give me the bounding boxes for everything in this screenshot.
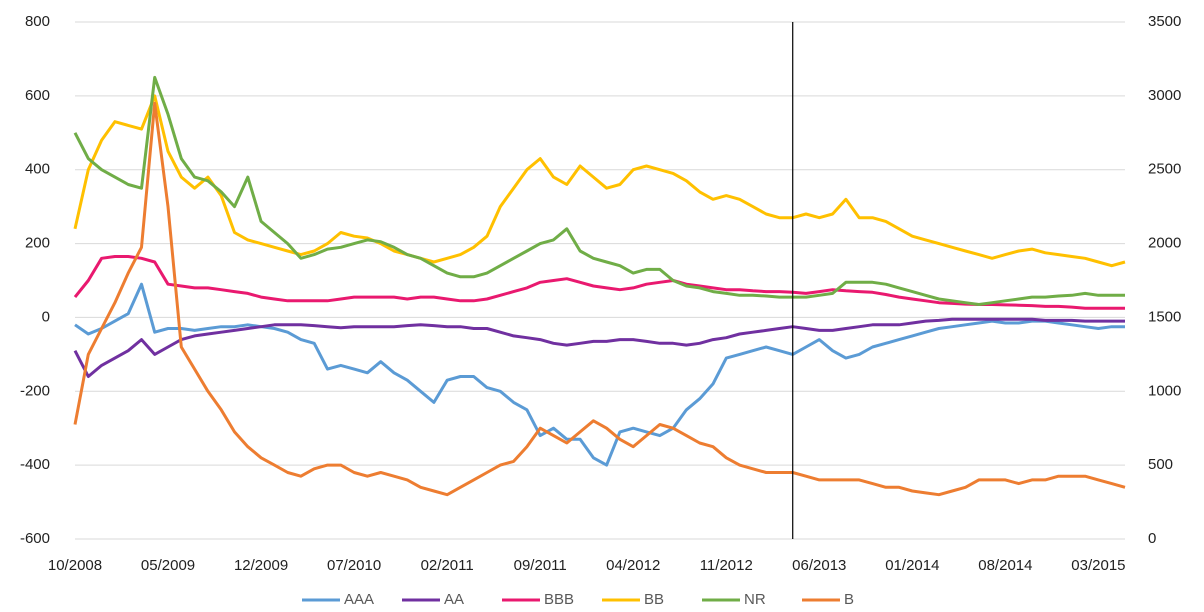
x-tick-label: 12/2009 xyxy=(234,557,288,574)
y-tick-label: -600 xyxy=(20,530,50,547)
x-tick-label: 05/2009 xyxy=(141,557,195,574)
x-tick-label: 09/2011 xyxy=(514,557,567,574)
line-series xyxy=(73,317,1125,378)
x-tick-label: 04/2012 xyxy=(606,557,660,574)
y2-tick-label: 1000 xyxy=(1148,382,1181,399)
y2-tick-label: 1500 xyxy=(1148,308,1181,325)
legend-label: BBB xyxy=(544,591,574,608)
y2-tick-label: 2500 xyxy=(1148,161,1181,178)
legend-label: NR xyxy=(744,591,766,608)
x-tick-label: 01/2014 xyxy=(885,557,939,574)
line-series xyxy=(73,101,1126,497)
y2-tick-label: 500 xyxy=(1148,456,1173,473)
x-tick-label: 03/2015 xyxy=(1071,557,1125,574)
legend-label: AAA xyxy=(344,591,374,608)
x-tick-label: 07/2010 xyxy=(327,557,381,574)
x-tick-label: 11/2012 xyxy=(700,557,753,574)
x-tick-label: 02/2011 xyxy=(421,557,474,574)
legend-label: BB xyxy=(644,591,664,608)
x-tick-label: 10/2008 xyxy=(48,557,102,574)
legend-label: B xyxy=(844,591,854,608)
y2-tick-label: 3500 xyxy=(1148,13,1181,30)
y-tick-label: 200 xyxy=(25,235,50,252)
line-series xyxy=(73,255,1125,310)
x-tick-label: 06/2013 xyxy=(792,557,846,574)
y-tick-label: 400 xyxy=(25,161,50,178)
line-series xyxy=(74,282,1125,467)
y-tick-label: 0 xyxy=(42,308,50,325)
legend-label: AA xyxy=(444,591,464,608)
line-series xyxy=(73,94,1126,268)
y-tick-label: -200 xyxy=(20,382,50,399)
y-tick-label: -400 xyxy=(20,456,50,473)
y-tick-label: 800 xyxy=(25,13,50,30)
y-tick-label: 600 xyxy=(25,87,50,104)
y2-tick-label: 3000 xyxy=(1148,87,1181,104)
line-series xyxy=(73,75,1125,306)
y2-tick-label: 2000 xyxy=(1148,235,1181,252)
x-tick-label: 08/2014 xyxy=(978,557,1032,574)
y2-tick-label: 0 xyxy=(1148,530,1156,547)
